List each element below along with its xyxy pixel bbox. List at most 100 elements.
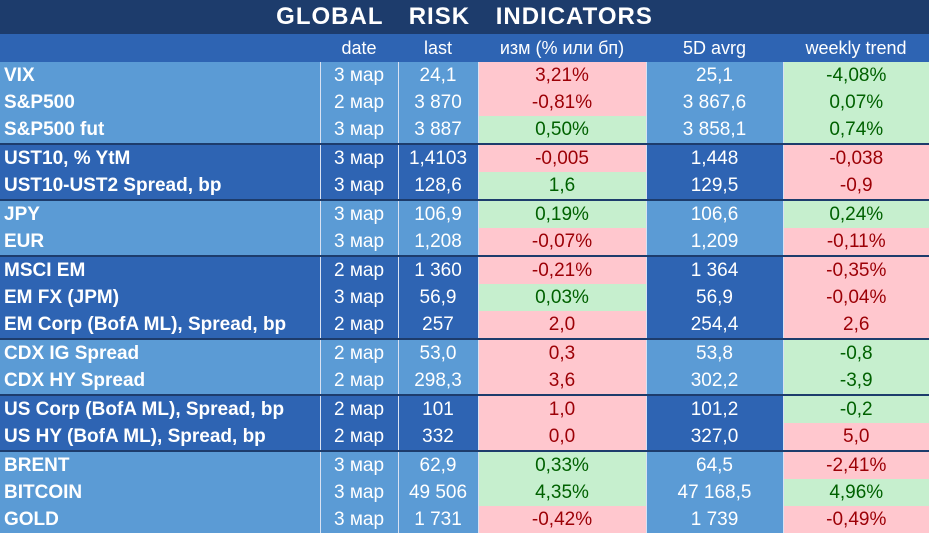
header-change: изм (% или бп)	[478, 34, 646, 62]
table-row: VIX 3 мар 24,1 3,21% 25,1 -4,08%	[0, 62, 929, 89]
date-cell: 2 мар	[319, 394, 398, 423]
last-value-cell: 49 506	[397, 479, 478, 506]
five-day-average-cell: 56,9	[645, 284, 783, 311]
date-cell: 2 мар	[319, 423, 398, 451]
weekly-trend-cell: -4,08%	[782, 62, 929, 89]
weekly-trend-cell: 4,96%	[782, 479, 929, 506]
table-row: JPY 3 мар 106,9 0,19% 106,6 0,24%	[0, 199, 929, 228]
five-day-average-cell: 1 364	[645, 255, 783, 284]
last-value-cell: 128,6	[397, 172, 478, 200]
date-cell: 3 мар	[319, 199, 398, 228]
last-value-cell: 62,9	[397, 450, 478, 479]
page-title: GLOBAL RISK INDICATORS	[0, 0, 929, 34]
indicator-name: S&P500	[0, 89, 320, 116]
weekly-trend-cell: 2,6	[782, 311, 929, 339]
five-day-average-cell: 101,2	[645, 394, 783, 423]
five-day-average-cell: 1,448	[645, 143, 783, 172]
table-row: CDX IG Spread 2 мар 53,0 0,3 53,8 -0,8	[0, 338, 929, 367]
date-cell: 3 мар	[319, 116, 398, 144]
weekly-trend-cell: -0,2	[782, 394, 929, 423]
date-cell: 3 мар	[319, 143, 398, 172]
last-value-cell: 24,1	[397, 62, 478, 89]
table-row: UST10-UST2 Spread, bp 3 мар 128,6 1,6 129,5-…	[0, 172, 929, 200]
header-date: date	[320, 34, 398, 62]
header-row: date last изм (% или бп) 5D avrg weekly …	[0, 34, 929, 62]
change-cell: 3,21%	[477, 62, 646, 89]
indicator-name: JPY	[0, 199, 320, 228]
weekly-trend-cell: -0,04%	[782, 284, 929, 311]
change-cell: 1,0	[477, 394, 646, 423]
table-row: S&P500 fut 3 мар 3 887 0,50% 3 858,1 0,74%	[0, 116, 929, 144]
five-day-average-cell: 302,2	[645, 367, 783, 395]
header-last: last	[398, 34, 478, 62]
last-value-cell: 1 731	[397, 506, 478, 533]
date-cell: 3 мар	[319, 479, 398, 506]
last-value-cell: 3 870	[397, 89, 478, 116]
five-day-average-cell: 25,1	[645, 62, 783, 89]
weekly-trend-cell: -0,038	[782, 143, 929, 172]
change-cell: -0,21%	[477, 255, 646, 284]
indicator-name: VIX	[0, 62, 320, 89]
last-value-cell: 106,9	[397, 199, 478, 228]
table-row: GOLD 3 мар 1 731 -0,42% 1 739 -0,49%	[0, 506, 929, 533]
indicator-name: CDX IG Spread	[0, 338, 320, 367]
five-day-average-cell: 129,5	[645, 172, 783, 200]
indicator-name: S&P500 fut	[0, 116, 320, 144]
date-cell: 2 мар	[319, 255, 398, 284]
five-day-average-cell: 106,6	[645, 199, 783, 228]
table-row: EM FX (JPM) 3 мар 56,9 0,03% 56,9 -0,04%	[0, 284, 929, 311]
indicator-name: BITCOIN	[0, 479, 320, 506]
indicator-name: GOLD	[0, 506, 320, 533]
indicator-name: UST10, % YtM	[0, 143, 320, 172]
indicator-name: US HY (BofA ML), Spread, bp	[0, 423, 320, 451]
weekly-trend-cell: -0,11%	[782, 228, 929, 256]
date-cell: 3 мар	[319, 284, 398, 311]
change-cell: -0,07%	[477, 228, 646, 256]
last-value-cell: 53,0	[397, 338, 478, 367]
change-cell: 3,6	[477, 367, 646, 395]
table-row: MSCI EM 2 мар 1 360 -0,21% 1 364 -0,35%	[0, 255, 929, 284]
five-day-average-cell: 3 858,1	[645, 116, 783, 144]
date-cell: 3 мар	[319, 450, 398, 479]
table-row: EUR 3 мар 1,208 -0,07% 1,209 -0,11%	[0, 228, 929, 256]
change-cell: 0,33%	[477, 450, 646, 479]
indicator-name: US Corp (BofA ML), Spread, bp	[0, 394, 320, 423]
table-row: US Corp (BofA ML), Spread, bp 2 мар 101 1,0…	[0, 394, 929, 423]
weekly-trend-cell: -3,9	[782, 367, 929, 395]
change-cell: 0,0	[477, 423, 646, 451]
five-day-average-cell: 3 867,6	[645, 89, 783, 116]
indicator-name: MSCI EM	[0, 255, 320, 284]
table-row: BRENT 3 мар 62,9 0,33% 64,5 -2,41%	[0, 450, 929, 479]
indicator-name: BRENT	[0, 450, 320, 479]
five-day-average-cell: 1,209	[645, 228, 783, 256]
table-row: US HY (BofA ML), Spread, bp 2 мар 332 0,0 32…	[0, 423, 929, 451]
last-value-cell: 56,9	[397, 284, 478, 311]
weekly-trend-cell: 0,07%	[782, 89, 929, 116]
last-value-cell: 298,3	[397, 367, 478, 395]
indicator-name: EUR	[0, 228, 320, 256]
last-value-cell: 1,208	[397, 228, 478, 256]
date-cell: 3 мар	[319, 228, 398, 256]
weekly-trend-cell: -2,41%	[782, 450, 929, 479]
change-cell: 0,03%	[477, 284, 646, 311]
change-cell: -0,81%	[477, 89, 646, 116]
table-row: CDX HY Spread 2 мар 298,3 3,6 302,2 -3,9	[0, 367, 929, 395]
weekly-trend-cell: -0,49%	[782, 506, 929, 533]
table-row: BITCOIN 3 мар 49 506 4,35% 47 168,5 4,96%	[0, 479, 929, 506]
last-value-cell: 3 887	[397, 116, 478, 144]
last-value-cell: 1,4103	[397, 143, 478, 172]
five-day-average-cell: 53,8	[645, 338, 783, 367]
header-5d-average: 5D avrg	[646, 34, 783, 62]
five-day-average-cell: 47 168,5	[645, 479, 783, 506]
date-cell: 2 мар	[319, 311, 398, 339]
date-cell: 3 мар	[319, 172, 398, 200]
date-cell: 3 мар	[319, 506, 398, 533]
header-name	[0, 34, 320, 62]
indicator-name: CDX HY Spread	[0, 367, 320, 395]
five-day-average-cell: 1 739	[645, 506, 783, 533]
risk-indicators-table: date last изм (% или бп) 5D avrg weekly …	[0, 34, 929, 533]
weekly-trend-cell: -0,8	[782, 338, 929, 367]
five-day-average-cell: 254,4	[645, 311, 783, 339]
change-cell: 0,50%	[477, 116, 646, 144]
table-row: S&P500 2 мар 3 870 -0,81% 3 867,6 0,07%	[0, 89, 929, 116]
